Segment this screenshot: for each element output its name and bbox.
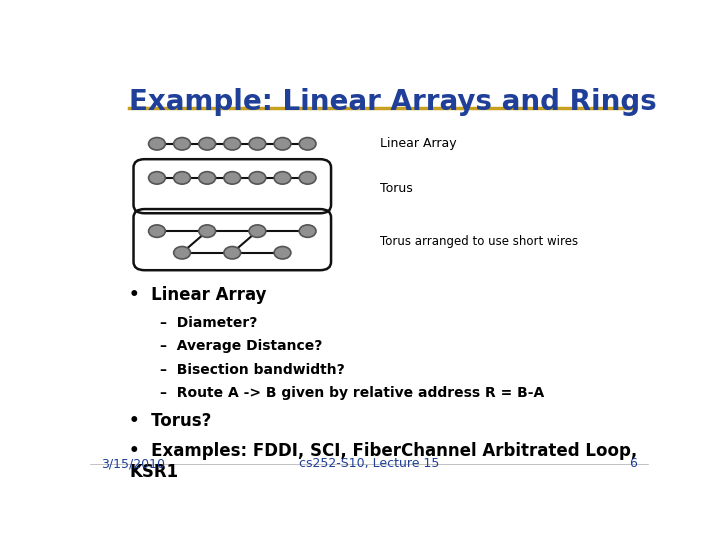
Text: –  Average Distance?: – Average Distance? (160, 339, 322, 353)
Circle shape (199, 225, 215, 238)
Text: –  Diameter?: – Diameter? (160, 316, 257, 330)
Circle shape (224, 246, 240, 259)
Circle shape (148, 225, 166, 238)
Circle shape (224, 138, 240, 150)
Circle shape (199, 138, 215, 150)
Text: Torus arranged to use short wires: Torus arranged to use short wires (380, 235, 578, 248)
Circle shape (174, 246, 190, 259)
Circle shape (249, 138, 266, 150)
Circle shape (249, 225, 266, 238)
Text: –  Route A -> B given by relative address R = B-A: – Route A -> B given by relative address… (160, 386, 544, 400)
Circle shape (274, 138, 291, 150)
Text: •  Examples: FDDI, SCI, FiberChannel Arbitrated Loop,
KSR1: • Examples: FDDI, SCI, FiberChannel Arbi… (129, 442, 637, 481)
Text: Torus: Torus (380, 182, 413, 195)
Text: •  Linear Array: • Linear Array (129, 286, 266, 304)
Circle shape (224, 172, 240, 184)
Text: cs252-S10, Lecture 15: cs252-S10, Lecture 15 (299, 457, 439, 470)
Text: 3/15/2010: 3/15/2010 (101, 457, 165, 470)
Circle shape (300, 225, 316, 238)
Text: Linear Array: Linear Array (380, 137, 456, 150)
Circle shape (300, 138, 316, 150)
Text: •  Torus?: • Torus? (129, 413, 212, 430)
Text: Example: Linear Arrays and Rings: Example: Linear Arrays and Rings (129, 87, 657, 116)
Circle shape (148, 172, 166, 184)
Text: 6: 6 (629, 457, 637, 470)
Circle shape (300, 172, 316, 184)
Text: –  Bisection bandwidth?: – Bisection bandwidth? (160, 362, 344, 376)
Circle shape (174, 138, 190, 150)
Circle shape (148, 138, 166, 150)
Circle shape (249, 172, 266, 184)
Circle shape (199, 172, 215, 184)
Circle shape (274, 246, 291, 259)
Circle shape (174, 172, 190, 184)
Circle shape (274, 172, 291, 184)
